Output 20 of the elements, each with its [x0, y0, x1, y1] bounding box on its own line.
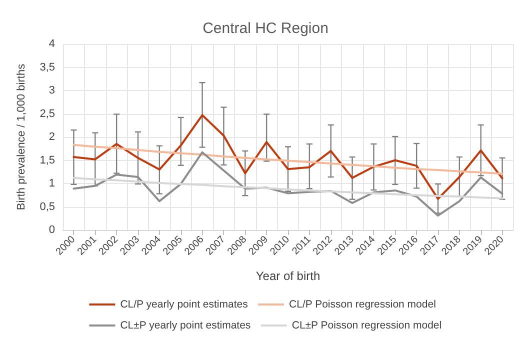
line-series [72, 176, 504, 200]
y-tick-label: 3,5 [40, 61, 55, 74]
y-tick-label: 3 [48, 84, 55, 96]
legend-label: CL±P yearly point estimates [120, 320, 251, 332]
y-axis-title: Birth prevalence / 1,000 births [16, 63, 28, 210]
y-tick-label: 2 [48, 131, 55, 143]
legend-label: CL±P Poisson regression model [292, 320, 442, 332]
y-tick-label: 2,5 [40, 108, 55, 120]
y-tick-label: 4 [48, 38, 55, 50]
y-tick-label: 0,5 [40, 200, 55, 213]
chart-title: Central HC Region [202, 20, 328, 37]
x-axis-title: Year of birth [256, 269, 320, 283]
line-series [72, 144, 504, 175]
y-tick-label: 1,5 [40, 154, 55, 166]
line-series [72, 114, 504, 200]
y-tick-label: 1 [48, 178, 55, 190]
legend-label: CL/P yearly point estimates [120, 298, 248, 310]
line-series [72, 151, 504, 217]
legend-label: CL/P Poisson regression model [289, 298, 436, 310]
y-tick-label: 0 [48, 224, 55, 236]
